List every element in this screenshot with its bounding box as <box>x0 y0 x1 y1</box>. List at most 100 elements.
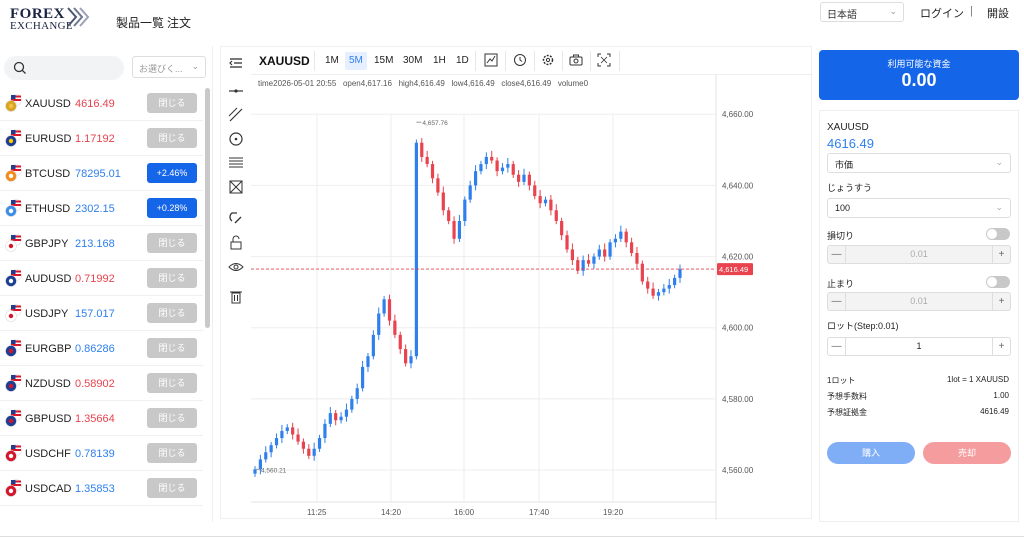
settings-icon[interactable] <box>541 53 555 67</box>
stop-loss-value[interactable]: 0.01 <box>910 249 928 259</box>
nav-products[interactable]: 製品一覧 <box>116 16 165 30</box>
y-tick-label: 4,560.00 <box>722 466 754 475</box>
candle-body <box>603 249 607 257</box>
sell-button[interactable]: 売却 <box>923 442 1011 464</box>
close-button[interactable]: 閉じる <box>147 303 197 323</box>
header: FOREX EXCHANGE 製品一覧 注文 日本語 ⌄ ログイン | 開設 <box>0 0 1024 44</box>
filter-select[interactable]: お選びく... ⌄ <box>132 56 206 78</box>
take-profit-toggle[interactable] <box>986 276 1010 288</box>
take-profit-value[interactable]: 0.01 <box>910 296 928 306</box>
change-badge[interactable]: +0.28% <box>147 198 197 218</box>
symbol-name: GBPUSD <box>25 413 72 425</box>
symbol-row[interactable]: AUDUSD 0.71992 閉じる <box>0 261 203 296</box>
search-input[interactable] <box>4 56 124 80</box>
candle-body <box>393 320 397 335</box>
fib-levels-icon[interactable] <box>228 155 244 171</box>
close-button[interactable]: 閉じる <box>147 443 197 463</box>
trend-line-icon[interactable] <box>228 107 244 123</box>
close-button[interactable]: 閉じる <box>147 233 197 253</box>
symbol-row[interactable]: EURGBP 0.86286 閉じる <box>0 331 203 366</box>
circle-tool-icon[interactable] <box>228 131 244 147</box>
symbol-row[interactable]: NZDUSD 0.58902 閉じる <box>0 366 203 401</box>
plus-button[interactable]: + <box>992 246 1010 263</box>
candle-body <box>414 142 418 357</box>
drawing-toolbar <box>221 47 251 520</box>
info-label: 1ロット <box>827 376 856 385</box>
collapse-menu-icon[interactable] <box>228 55 244 71</box>
symbol-row[interactable]: GBPJPY 213.168 閉じる <box>0 226 203 261</box>
symbol-row[interactable]: BTCUSD 78295.01 +2.46% <box>0 156 203 191</box>
change-badge[interactable]: +2.46% <box>147 163 197 183</box>
candle-body <box>597 249 601 257</box>
trash-icon[interactable] <box>228 289 244 305</box>
stop-loss-toggle[interactable] <box>986 228 1010 240</box>
close-button[interactable]: 閉じる <box>147 338 197 358</box>
candle-body <box>387 299 392 321</box>
login-link[interactable]: ログイン <box>920 8 964 20</box>
tf-1d[interactable]: 1D <box>456 55 469 66</box>
symbol-row[interactable]: USDJPY 157.017 閉じる <box>0 296 203 331</box>
indicator-icon[interactable] <box>484 53 498 67</box>
symbol-row[interactable]: XAUUSD 4616.49 閉じる <box>0 86 203 121</box>
symbol-row[interactable]: USDCHF 0.78139 閉じる <box>0 436 203 471</box>
symbol-panel: お選びく... ⌄ XAUUSD 4616.49 閉じる EURUSD 1.17192 閉… <box>0 46 213 522</box>
divider <box>505 51 506 71</box>
nav-orders[interactable]: 注文 <box>167 16 192 30</box>
fullscreen-icon[interactable] <box>597 53 611 67</box>
logo-chevron-icon <box>67 7 90 27</box>
close-button[interactable]: 閉じる <box>147 373 197 393</box>
tf-1h[interactable]: 1H <box>433 55 446 66</box>
buy-button[interactable]: 購入 <box>827 442 915 464</box>
language-select[interactable]: 日本語 ⌄ <box>820 2 904 22</box>
candle-body <box>441 192 445 211</box>
candle-body <box>560 220 564 236</box>
candle-body <box>355 388 359 399</box>
unlock-icon[interactable] <box>228 235 244 251</box>
pattern-tool-icon[interactable] <box>228 179 244 195</box>
eye-icon[interactable] <box>228 259 244 275</box>
balance-label: 利用可能な資金 <box>887 59 951 69</box>
close-button[interactable]: 閉じる <box>147 408 197 428</box>
tf-1m[interactable]: 1M <box>325 55 339 66</box>
close-button[interactable]: 閉じる <box>147 93 197 113</box>
timezone-icon[interactable] <box>513 53 527 67</box>
candle-body <box>527 174 531 186</box>
order-type-select[interactable]: 市価 ⌄ <box>827 153 1011 173</box>
magnet-icon[interactable] <box>228 209 244 225</box>
candle-body <box>317 438 322 449</box>
lot-step-value[interactable]: 1 <box>916 341 922 351</box>
plus-button[interactable]: + <box>992 293 1010 310</box>
open-account-link[interactable]: 開設 <box>987 8 1009 20</box>
symbol-row[interactable]: USDCAD 1.35853 閉じる <box>0 471 203 506</box>
candlestick-chart[interactable]: 4,660.00 4,640.00 4,620.00 4,600.00 4,580.00… <box>251 75 811 520</box>
logo[interactable]: FOREX EXCHANGE <box>10 6 90 36</box>
symbol-row[interactable]: EURUSD 1.17192 閉じる <box>0 121 203 156</box>
candle-body <box>323 423 327 439</box>
camera-icon[interactable] <box>569 53 583 67</box>
candle-body <box>404 349 408 364</box>
current-price-tag <box>717 263 753 276</box>
candle-body <box>457 220 462 239</box>
tf-5m[interactable]: 5M <box>345 52 367 70</box>
tf-30m[interactable]: 30M <box>403 55 423 66</box>
close-button[interactable]: 閉じる <box>147 128 197 148</box>
symbol-row[interactable]: ETHUSD 2302.15 +0.28% <box>0 191 203 226</box>
scrollbar[interactable] <box>205 88 210 328</box>
minus-button[interactable]: — <box>828 246 846 263</box>
symbol-row[interactable]: GBPUSD 1.35664 閉じる <box>0 401 203 436</box>
symbol-name: BTCUSD <box>25 168 71 180</box>
close-button[interactable]: 閉じる <box>147 478 197 498</box>
gold-flag-icon <box>5 94 22 112</box>
close-button[interactable]: 閉じる <box>147 268 197 288</box>
horizontal-line-icon[interactable] <box>228 83 244 99</box>
candle-body <box>479 164 483 172</box>
candle-body <box>269 445 273 453</box>
chart-symbol[interactable]: XAUUSD <box>259 54 310 68</box>
minus-button[interactable]: — <box>828 293 846 310</box>
tf-15m[interactable]: 15M <box>374 55 394 66</box>
filter-placeholder: お選びく... <box>139 64 183 74</box>
minus-button[interactable]: — <box>828 338 846 355</box>
lot-select[interactable]: 100 ⌄ <box>827 198 1011 218</box>
symbol-price: 213.168 <box>75 238 115 250</box>
plus-button[interactable]: + <box>992 338 1010 355</box>
